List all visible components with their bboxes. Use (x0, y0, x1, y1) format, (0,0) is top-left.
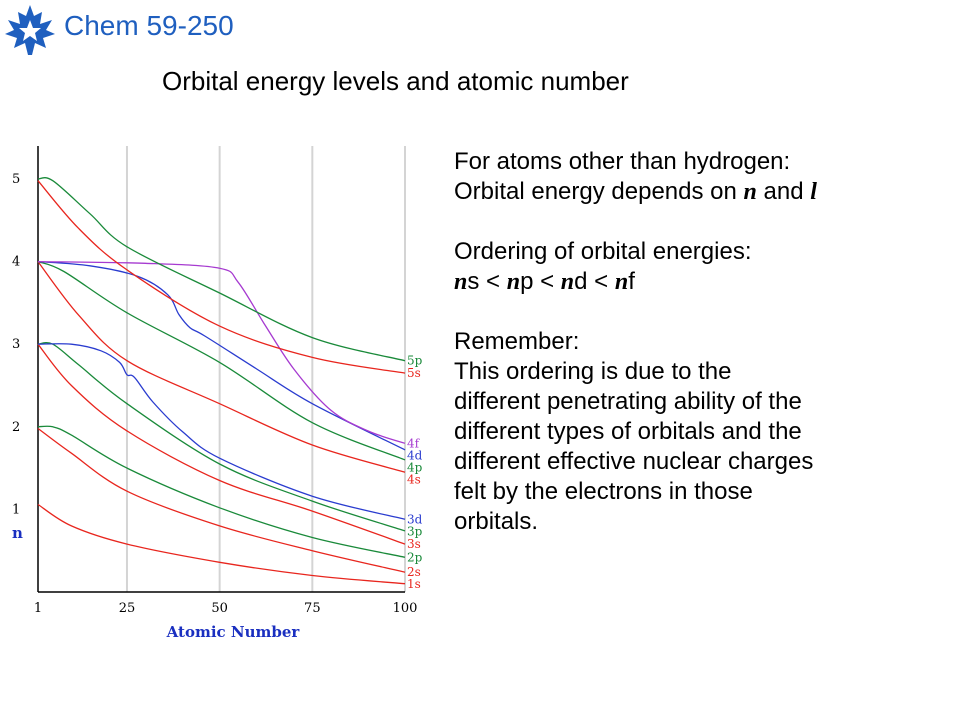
course-title: Chem 59-250 (64, 10, 234, 41)
series-line-2p (37, 425, 406, 558)
grid (125, 146, 406, 592)
remember-line: different penetrating ability of the (454, 388, 802, 415)
series-label-3s: 3s (407, 537, 421, 551)
n-symbol: n (743, 179, 757, 205)
ordering-line: ns < np < nd < nf (454, 268, 635, 295)
series-label-4p: 4p (407, 460, 423, 474)
series-label-4d: 4d (407, 448, 423, 462)
slide-title: Orbital energy levels and atomic number (162, 66, 629, 96)
x-tick-label: 100 (393, 601, 418, 616)
series-line-4p (37, 260, 406, 461)
x-tick-label: 25 (119, 601, 136, 616)
remember-line: felt by the electrons in those (454, 478, 753, 505)
intro-line: For atoms other than hydrogen: (454, 148, 791, 175)
text-panel: For atoms other than hydrogen: Orbital e… (454, 147, 954, 537)
y-tick-label: 1 (12, 502, 20, 517)
x-tick-label: 75 (304, 601, 321, 616)
series-line-4s (37, 261, 406, 473)
series-line-3p (37, 342, 406, 532)
series-line-1s (37, 503, 406, 585)
series-label-2p: 2p (407, 550, 423, 564)
x-axis-label: Atomic Number (166, 623, 301, 641)
x-tick-label: 1 (34, 601, 42, 616)
series-label-5p: 5p (407, 354, 423, 368)
dependence-line: Orbital energy depends on n and l (454, 178, 817, 205)
series-line-5s (37, 180, 406, 374)
y-tick-label: 4 (12, 255, 20, 270)
ordering-heading: Ordering of orbital energies: (454, 238, 752, 265)
y-axis-label: n (12, 524, 23, 542)
y-tick-label: 2 (12, 420, 20, 435)
series-label-1s: 1s (407, 577, 421, 591)
series-line-2s (37, 427, 406, 573)
series-label-2s: 2s (407, 565, 421, 579)
series-label-3p: 3p (407, 524, 423, 538)
series-line-4f (37, 260, 406, 444)
series-label-3d: 3d (407, 512, 423, 526)
series-label-4f: 4f (407, 436, 421, 450)
series-line-3d (37, 343, 406, 520)
x-tick-label: 50 (211, 601, 228, 616)
remember-line: different types of orbitals and the (454, 418, 802, 445)
remember-line: different effective nuclear charges (454, 448, 814, 475)
series-line-5p (37, 177, 406, 362)
series-line-4d (37, 260, 406, 451)
y-tick-label: 5 (12, 172, 20, 187)
remember-line: This ordering is due to the (454, 358, 732, 385)
series-line-3s (37, 343, 406, 545)
y-tick-label: 3 (12, 337, 20, 352)
remember-heading: Remember: (454, 328, 580, 355)
series-label-4s: 4s (407, 472, 421, 486)
maple-leaf-icon (5, 5, 55, 55)
remember-line: orbitals. (454, 508, 539, 535)
l-symbol: l (810, 179, 817, 205)
series-label-5s: 5s (407, 366, 421, 380)
